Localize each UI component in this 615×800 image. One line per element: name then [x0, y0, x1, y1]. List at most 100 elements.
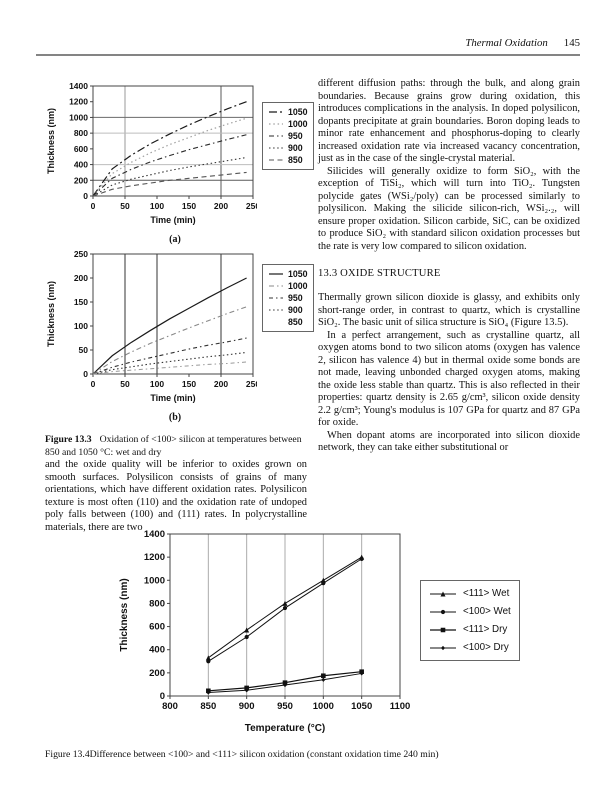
paragraph-silicides: Silicides will generally oxidize to form…: [318, 165, 580, 252]
legend-item: <100> Dry: [429, 642, 511, 653]
legend-item: 850: [268, 317, 308, 327]
svg-text:950: 950: [277, 701, 293, 712]
figure-13-3b: 0 50 100 150 200 250 0 50 100 150 200 250 Time (min)…: [45, 248, 314, 411]
svg-text:100: 100: [150, 201, 164, 211]
svg-text:800: 800: [74, 128, 88, 138]
figure-13-4-caption-text: Difference between <100> and <111> silic…: [89, 748, 439, 760]
figure-13-3-caption-text: Oxidation of <100> silicon at temperatur…: [45, 434, 302, 458]
legend-item: 950: [268, 293, 308, 303]
legend-label: <111> Wet: [463, 588, 510, 599]
svg-text:Time (min): Time (min): [150, 393, 195, 403]
svg-text:Thickness (nm): Thickness (nm): [46, 281, 56, 347]
legend-item: 1000: [268, 119, 308, 129]
svg-text:0: 0: [83, 191, 88, 201]
svg-text:1200: 1200: [144, 552, 165, 563]
svg-text:50: 50: [120, 201, 130, 211]
legend-line-sample: [268, 317, 284, 327]
legend-item: <111> Wet: [429, 588, 511, 599]
legend-line-sample: [269, 285, 283, 287]
legend-label: 1000: [288, 281, 308, 291]
legend-item: <100> Wet: [429, 606, 511, 617]
section-heading-oxide-structure: 13.3 OXIDE STRUCTURE: [318, 268, 441, 279]
legend-label: 1000: [288, 119, 308, 129]
legend-item: 900: [268, 143, 308, 153]
legend-item: 950: [268, 131, 308, 141]
svg-text:50: 50: [79, 345, 89, 355]
svg-text:Thickness (nm): Thickness (nm): [46, 108, 56, 174]
svg-text:0: 0: [83, 369, 88, 379]
legend-item: 1000: [268, 281, 308, 291]
legend-label: 850: [288, 155, 303, 165]
svg-text:400: 400: [74, 160, 88, 170]
figure-13-3b-chart: 0 50 100 150 200 250 0 50 100 150 200 250 Time (min)…: [45, 248, 260, 411]
legend-label: <111> Dry: [463, 624, 508, 635]
svg-text:1000: 1000: [144, 575, 165, 586]
figure-13-3b-legend: 1050 1000 950 900 850: [262, 264, 314, 332]
svg-text:800: 800: [162, 701, 178, 712]
figure-13-4: 800 850 900 950 1000 1050 1100 0 200 400 600 800 100…: [118, 526, 520, 741]
legend-label: 950: [288, 131, 303, 141]
svg-text:600: 600: [149, 622, 165, 633]
legend-line-sample: [269, 123, 283, 125]
legend-line-sample: [269, 309, 283, 311]
legend-item: <111> Dry: [429, 624, 511, 635]
svg-text:Temperature (°C): Temperature (°C): [245, 723, 326, 734]
figure-13-3-caption: Figure 13.3 Oxidation of <100> silicon at…: [45, 433, 307, 459]
chart-svg: 0 50 100 150 200 250 0 50 100 150 200 250 Time (min)…: [46, 249, 260, 403]
svg-text:150: 150: [182, 201, 196, 211]
figure-13-4-chart: 800 850 900 950 1000 1050 1100 0 200 400 600 800 100…: [118, 526, 410, 741]
svg-text:800: 800: [149, 598, 165, 609]
figure-13-4-caption-label: Figure 13.4: [45, 748, 90, 760]
svg-text:400: 400: [149, 645, 165, 656]
svg-text:200: 200: [214, 201, 228, 211]
svg-text:1200: 1200: [69, 97, 88, 107]
legend-line-sample: [269, 159, 283, 161]
legend-label: <100> Wet: [463, 606, 511, 617]
svg-text:1400: 1400: [69, 81, 88, 91]
legend-label: 950: [288, 293, 303, 303]
chart-svg: 0 50 100 150 200 250 0 200 400 600 800 1000 1200 1400…: [46, 81, 260, 225]
legend-line-sample: [269, 273, 283, 275]
left-column-paragraph: and the oxide quality will be inferior t…: [45, 459, 307, 533]
svg-text:250: 250: [246, 379, 257, 389]
legend-line-sample: [430, 645, 456, 650]
paragraph-diffusion-paths: different diffusion paths: through the b…: [318, 78, 580, 164]
legend-label: 1050: [288, 107, 308, 117]
legend-label: 900: [288, 143, 303, 153]
svg-text:250: 250: [246, 201, 257, 211]
svg-text:900: 900: [239, 701, 255, 712]
page-number: 145: [563, 37, 580, 49]
paragraph-perfect-arrangement: In a perfect arrangement, such as crysta…: [318, 329, 580, 429]
legend-line-sample: [430, 609, 456, 614]
left-column: 0501001502002500200400600800100012001400…: [45, 80, 314, 534]
legend-label: 900: [288, 305, 303, 315]
figure-13-3a-legend: 1050 1000 950 900 850: [262, 102, 314, 170]
svg-text:200: 200: [74, 273, 88, 283]
legend-item: 900: [268, 305, 308, 315]
legend-line-sample: [269, 111, 283, 113]
paragraph-dopant-atoms: When dopant atoms are incorporated into …: [318, 429, 580, 454]
legend-item: 850: [268, 155, 308, 165]
legend-item: 1050: [268, 269, 308, 279]
paragraph-thermally-grown: Thermally grown silicon dioxide is glass…: [318, 292, 580, 328]
figure-13-3a-sublabel: (a): [169, 234, 181, 245]
svg-text:250: 250: [74, 249, 88, 259]
legend-item: 1050: [268, 107, 308, 117]
svg-text:150: 150: [182, 379, 196, 389]
figure-13-3-caption-label: Figure 13.3: [45, 434, 92, 445]
svg-text:100: 100: [74, 321, 88, 331]
legend-line-sample: [430, 627, 456, 632]
header-rule: [36, 54, 580, 56]
figure-13-4-legend: <111> Wet <100> Wet <111> Dry <100> Dry: [420, 580, 520, 661]
svg-text:200: 200: [74, 175, 88, 185]
svg-text:Time (min): Time (min): [150, 215, 195, 225]
legend-label: 1050: [288, 269, 308, 279]
svg-text:850: 850: [200, 701, 216, 712]
page-header: Thermal Oxidation 145: [36, 37, 580, 49]
legend-label: 850: [288, 317, 303, 327]
svg-text:200: 200: [214, 379, 228, 389]
figure-13-4-caption: Figure 13.4Difference between <100> and …: [45, 748, 585, 761]
figure-13-3a: 0 50 100 150 200 250 0 200 400 600 800 1000 1200 1400…: [45, 80, 314, 233]
legend-line-sample: [269, 135, 283, 137]
